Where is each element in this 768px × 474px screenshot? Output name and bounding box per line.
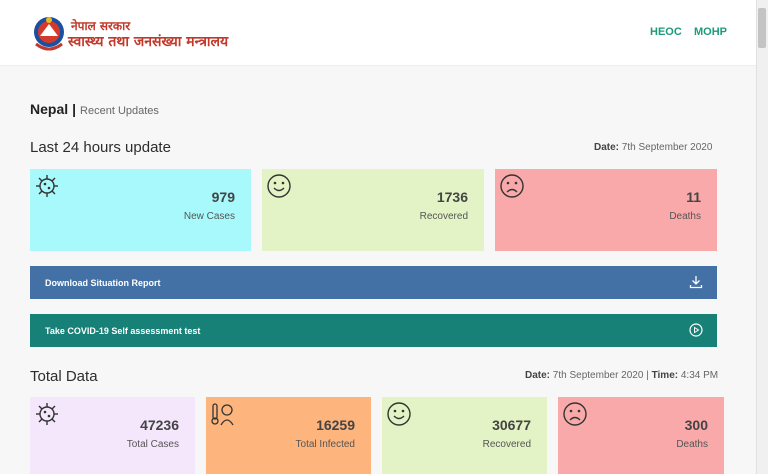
breadcrumb-country: Nepal bbox=[30, 101, 69, 117]
total-date-value: 7th September 2020 bbox=[552, 370, 644, 381]
total-date: Date: 7th September 2020 | Time: 4:34 PM bbox=[525, 370, 718, 381]
recovered-card-24h: 1736 Recovered bbox=[262, 169, 484, 251]
deaths-card-24h: 11 Deaths bbox=[495, 169, 717, 251]
vertical-scrollbar[interactable] bbox=[756, 0, 768, 474]
total-date-separator: | bbox=[646, 370, 649, 381]
play-circle-icon bbox=[689, 323, 703, 337]
recovered-24h-label: Recovered bbox=[419, 211, 468, 222]
brand-ministry-label: स्वास्थ्य तथा जनसंख्या मन्त्रालय bbox=[68, 34, 229, 50]
total-time-label: Time: bbox=[651, 370, 679, 381]
sad-icon bbox=[563, 402, 587, 426]
new-cases-label: New Cases bbox=[183, 211, 235, 222]
total-infected-card: 16259 Total Infected bbox=[206, 397, 371, 474]
scrollbar-thumb[interactable] bbox=[758, 8, 766, 48]
new-cases-value: 979 bbox=[211, 189, 235, 205]
total-time-value: 4:34 PM bbox=[680, 370, 719, 381]
total-recovered-card: 30677 Recovered bbox=[382, 397, 547, 474]
last24-date-label: Date: bbox=[594, 142, 620, 153]
total-deaths-label: Deaths bbox=[676, 439, 708, 450]
total-cases-card: 47236 Total Cases bbox=[30, 397, 195, 474]
last24-date: Date: 7th September 2020 bbox=[594, 142, 712, 153]
total-data-title: Total Data bbox=[30, 368, 98, 385]
nepal-emblem-logo[interactable] bbox=[30, 14, 68, 54]
total-deaths-value: 300 bbox=[684, 417, 708, 433]
self-assessment-label: Take COVID-19 Self assessment test bbox=[45, 326, 201, 336]
brand-government-label: नेपाल सरकार bbox=[71, 19, 131, 33]
virus-icon bbox=[36, 403, 58, 425]
total-recovered-value: 30677 bbox=[492, 417, 531, 433]
download-report-button[interactable]: Download Situation Report bbox=[30, 266, 717, 299]
total-recovered-label: Recovered bbox=[482, 439, 531, 450]
new-cases-card: 979 New Cases bbox=[30, 169, 251, 251]
breadcrumb-page: Recent Updates bbox=[80, 105, 159, 117]
deaths-24h-label: Deaths bbox=[669, 211, 701, 222]
sad-icon bbox=[500, 174, 524, 198]
smile-icon bbox=[387, 402, 411, 426]
breadcrumb: Nepal | Recent Updates bbox=[30, 101, 159, 117]
total-date-label: Date: bbox=[525, 370, 551, 381]
total-infected-label: Total Infected bbox=[295, 439, 355, 450]
virus-icon bbox=[36, 175, 58, 197]
recovered-24h-value: 1736 bbox=[436, 189, 468, 205]
deaths-24h-value: 11 bbox=[686, 189, 701, 205]
total-deaths-card: 300 Deaths bbox=[558, 397, 724, 474]
total-cases-value: 47236 bbox=[140, 417, 179, 433]
nav-link-heoc[interactable]: HEOC bbox=[650, 26, 682, 38]
last24-title: Last 24 hours update bbox=[30, 139, 171, 156]
self-assessment-button[interactable]: Take COVID-19 Self assessment test bbox=[30, 314, 717, 347]
total-infected-value: 16259 bbox=[316, 417, 355, 433]
nav-link-mohp[interactable]: MOHP bbox=[694, 26, 727, 38]
download-report-label: Download Situation Report bbox=[45, 278, 161, 288]
total-cases-label: Total Cases bbox=[126, 439, 179, 450]
last24-date-value: 7th September 2020 bbox=[621, 142, 713, 153]
smile-icon bbox=[267, 174, 291, 198]
top-navbar: नेपाल सरकार स्वास्थ्य तथा जनसंख्या मन्त्… bbox=[0, 0, 756, 66]
download-icon bbox=[689, 276, 703, 289]
breadcrumb-separator: | bbox=[72, 101, 77, 117]
thermometer-icon bbox=[211, 403, 234, 426]
